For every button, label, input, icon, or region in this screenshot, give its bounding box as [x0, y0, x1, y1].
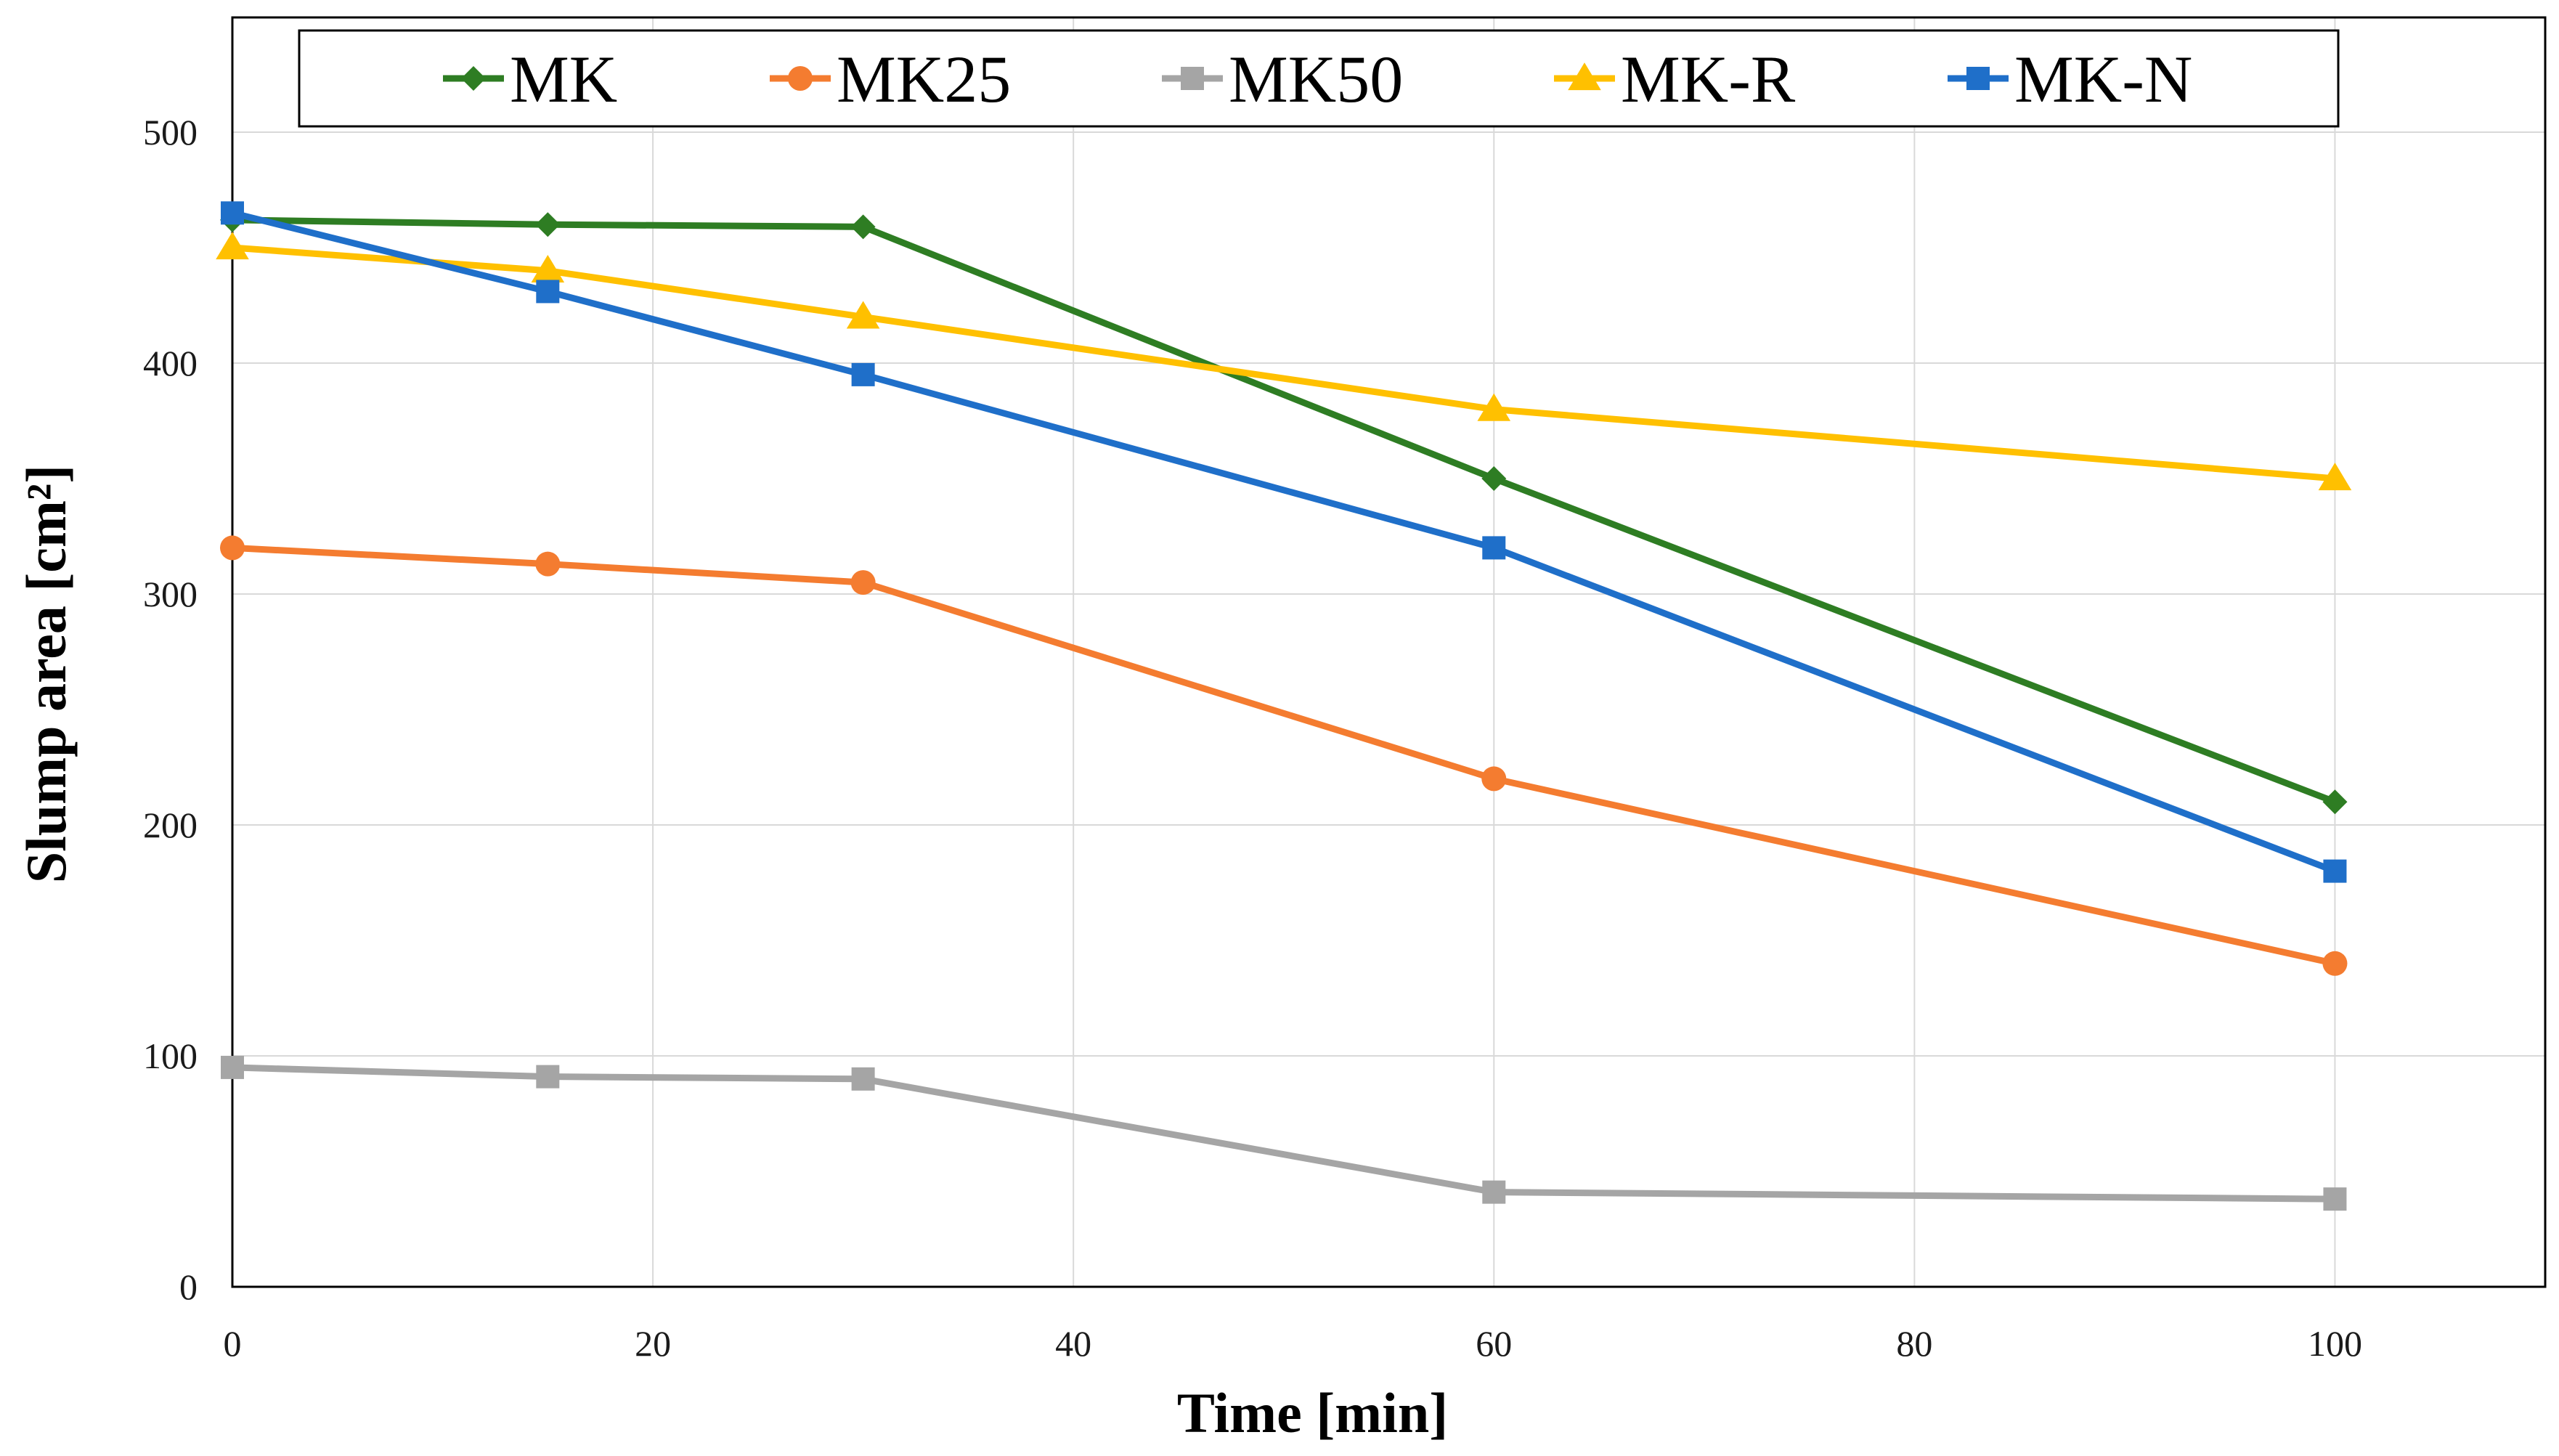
data-point-mk-n [2323, 859, 2347, 883]
legend-label: MK50 [1229, 42, 1403, 116]
legend-swatch-marker [788, 66, 813, 91]
data-point-mk50 [851, 1067, 875, 1091]
series-lines [216, 201, 2352, 1211]
x-tick-label: 0 [224, 1323, 242, 1364]
legend-item-mk-r: MK-R [1554, 42, 1796, 116]
series-mk50 [221, 1055, 2347, 1211]
legend-swatch-marker [461, 66, 486, 91]
legend-item-mk25: MK25 [770, 42, 1011, 116]
legend-label: MK-N [2014, 42, 2192, 116]
data-point-mk50 [1482, 1180, 1506, 1204]
y-tick-label: 0 [179, 1266, 198, 1307]
gridlines [232, 17, 2545, 1287]
x-tick-label: 20 [635, 1323, 671, 1364]
x-axis-title: Time [min] [1177, 1381, 1448, 1444]
y-tick-label: 400 [143, 343, 198, 383]
legend-item-mk: MK [443, 42, 617, 116]
y-tick-label: 100 [143, 1036, 198, 1076]
data-point-mk25 [850, 570, 876, 595]
series-line-mk25 [229, 544, 2338, 967]
y-tick-label: 300 [143, 574, 198, 614]
legend-label: MK-R [1621, 42, 1796, 116]
legend-item-mk50: MK50 [1162, 42, 1403, 116]
data-point-mk-n [1482, 536, 1506, 560]
data-point-mk [1481, 466, 1507, 491]
data-point-mk50 [536, 1065, 560, 1089]
data-point-mk-r [216, 232, 249, 260]
data-point-mk-n [221, 201, 244, 225]
data-point-mk-r [846, 301, 880, 329]
axes: 0 100 200 300 400 500 0 20 40 60 80 100 Time [min] Sl… [15, 16, 2547, 1444]
legend-swatch-marker [1568, 62, 1601, 91]
data-point-mk50 [221, 1055, 244, 1079]
x-tick-label: 60 [1476, 1323, 1512, 1364]
plot-frame [231, 16, 2547, 1288]
y-axis-title: Slump area [cm²] [15, 465, 78, 884]
data-point-mk [2322, 789, 2348, 815]
legend: MK MK25 MK50 MK-R MK-N [298, 29, 2340, 128]
series-mk-n [221, 201, 2347, 883]
data-point-mk [850, 214, 876, 240]
data-point-mk25 [1481, 766, 1507, 792]
data-point-mk-r [531, 254, 565, 282]
legend-label: MK25 [837, 42, 1011, 116]
x-tick-label: 40 [1055, 1323, 1091, 1364]
legend-item-mk-n: MK-N [1948, 42, 2192, 116]
data-point-mk [535, 212, 561, 237]
legend-swatch-marker [1181, 67, 1204, 90]
x-tick-label: 80 [1896, 1323, 1932, 1364]
data-point-mk-r [2318, 463, 2352, 491]
data-point-mk25 [535, 551, 561, 577]
data-point-mk-r [1477, 393, 1511, 421]
series-mk-r [216, 232, 2352, 491]
series-mk25 [220, 535, 2348, 976]
data-point-mk25 [2322, 951, 2348, 976]
series-line-mk-n [229, 209, 2338, 875]
y-tick-label: 500 [143, 112, 198, 152]
x-tick-label: 100 [2308, 1323, 2362, 1364]
data-point-mk-n [536, 280, 560, 304]
legend-label: MK [510, 42, 617, 116]
data-point-mk-n [851, 362, 875, 386]
y-tick-label: 200 [143, 805, 198, 845]
legend-swatch-marker [1966, 67, 1990, 90]
data-point-mk25 [220, 535, 245, 561]
data-point-mk50 [2323, 1187, 2347, 1211]
